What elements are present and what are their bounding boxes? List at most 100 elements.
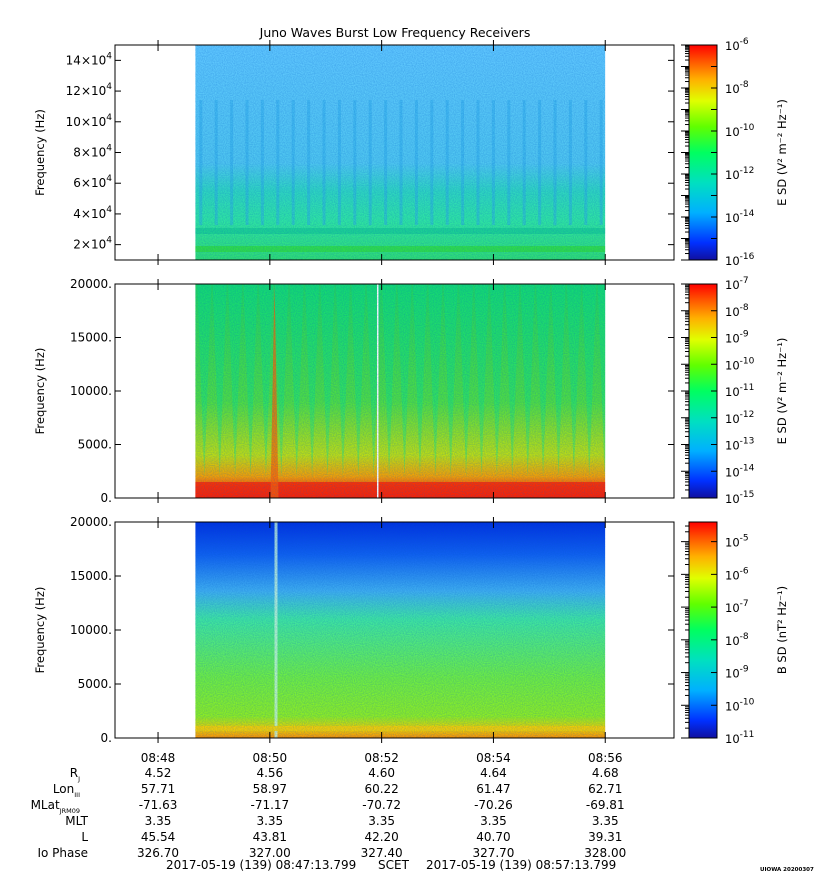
ephemeris-value: 61.47 (476, 782, 510, 796)
ephemeris-row-label: MLatJRM09 (31, 798, 80, 815)
ephemeris-value: 39.31 (588, 830, 622, 844)
panel-2-ytick-label: 5000. (78, 438, 112, 452)
ephemeris-value: -69.81 (586, 798, 625, 812)
ephemeris-value: 58.97 (253, 782, 287, 796)
panel-2: 0. 5000. 10000. 15000. 20000. Frequency (Hz) 1… (33, 276, 789, 506)
panel-1-colorbar-tick: 10-14 (725, 209, 755, 225)
ephemeris-row-label: Io Phase (37, 846, 88, 860)
panel-1-ytick-label: 6×104 (73, 174, 112, 190)
panel-2-colorbar-tick: 10-7 (725, 276, 749, 292)
ephemeris-value: 60.22 (364, 782, 398, 796)
panel-3-ytick-label: 10000. (70, 623, 112, 637)
panel-2-ylabel: Frequency (Hz) (33, 348, 47, 435)
ephemeris-value: 57.71 (141, 782, 175, 796)
x-tick-label: 08:48 (141, 751, 176, 765)
ephemeris-value: 326.70 (137, 846, 179, 860)
panel-3-colorbar-tick: 10-11 (725, 730, 754, 746)
ephemeris-value: 3.35 (480, 814, 507, 828)
panel-2-ytick-label: 10000. (70, 384, 112, 398)
panel-2-ytick-label: 15000. (70, 331, 112, 345)
ephemeris-value: 327.40 (361, 846, 403, 860)
panel-1-ylabel: Frequency (Hz) (33, 109, 47, 196)
ephemeris-value: 4.64 (480, 766, 507, 780)
panel-1-colorbar-tick: 10-10 (725, 123, 755, 139)
panel-1-colorbar-tick: 10-16 (725, 252, 755, 268)
panel-2-colorbar-tick: 10-12 (725, 410, 754, 426)
ephemeris-value: 327.70 (472, 846, 514, 860)
panel-2-colorbar-tick: 10-10 (725, 356, 755, 372)
panel-3-colorbar-tick: 10-8 (725, 632, 749, 648)
panel-3-colorbar: 10-5 10-6 10-7 10-8 10-9 10-10 10-11 B SD (nT² … (681, 521, 789, 746)
panel-1-ytick-label: 14×104 (66, 51, 113, 67)
panel-3-ytick-label: 20000. (70, 515, 112, 529)
panel-3-ytick-label: 15000. (70, 569, 112, 583)
panel-2-colorbar-tick: 10-8 (725, 303, 749, 319)
ephemeris-value: 4.52 (145, 766, 172, 780)
panel-2-colorbar-tick: 10-9 (725, 330, 749, 346)
processing-stamp: UIOWA 20200307 (760, 867, 814, 873)
x-tick-label: 08:56 (588, 751, 623, 765)
footer-end-time: 2017-05-19 (139) 08:57:13.799 (426, 858, 617, 872)
x-tick-label: 08:54 (476, 751, 511, 765)
panel-1-ytick-label: 8×104 (73, 144, 112, 160)
ephemeris-value: 62.71 (588, 782, 622, 796)
panel-3-ytick-label: 0. (101, 731, 112, 745)
panel-1-ytick-label: 2×104 (73, 236, 112, 252)
ephemeris-value: 45.54 (141, 830, 175, 844)
panel-3: 0. 5000. 10000. 15000. 20000. Frequency (Hz) 1… (33, 515, 789, 746)
panel-1-colorbar-tick: 10-8 (725, 80, 749, 96)
ephemeris-value: 328.00 (584, 846, 626, 860)
ephemeris-value: 3.35 (145, 814, 172, 828)
ephemeris-value: 40.70 (476, 830, 510, 844)
ephemeris-value: 43.81 (253, 830, 287, 844)
panel-2-colorbar-label: E SD (V² m⁻² Hz⁻¹) (775, 338, 789, 445)
panel-1-ytick-label: 10×104 (66, 113, 113, 129)
panel-2-ytick-label: 0. (101, 491, 112, 505)
panel-1-ytick-label: 4×104 (73, 205, 112, 221)
panel-1-spectrogram (195, 45, 606, 260)
panel-2-colorbar-tick: 10-15 (725, 490, 754, 506)
panel-3-ytick-label: 5000. (78, 677, 112, 691)
ephemeris-row-label: LonIII (53, 782, 80, 799)
ephemeris-value: 3.35 (592, 814, 619, 828)
panel-1-colorbar-label: E SD (V² m⁻² Hz⁻¹) (775, 99, 789, 206)
ephemeris-value: 42.20 (364, 830, 398, 844)
panel-2-spectrogram (195, 284, 606, 498)
ephemeris-value: -70.26 (474, 798, 513, 812)
ephemeris-value: 4.56 (256, 766, 283, 780)
ephemeris-value: -70.72 (362, 798, 401, 812)
ephemeris-value: 327.00 (249, 846, 291, 860)
panel-3-colorbar-tick: 10-9 (725, 665, 749, 681)
panel-3-colorbar-tick: 10-10 (725, 697, 755, 713)
panel-2-colorbar-tick: 10-11 (725, 383, 754, 399)
ephemeris-value: -71.63 (139, 798, 178, 812)
x-tick-label: 08:52 (364, 751, 399, 765)
x-tick-label: 08:50 (253, 751, 288, 765)
chart-title: Juno Waves Burst Low Frequency Receivers (259, 25, 531, 40)
panel-1-ytick-label: 12×104 (66, 82, 113, 98)
panel-2-ytick-label: 20000. (70, 277, 112, 291)
panel-1-colorbar: 10-6 10-8 10-10 10-12 10-14 10-16 E SD (V² m⁻²… (681, 37, 789, 268)
ephemeris-value: 4.68 (592, 766, 619, 780)
footer-start-time: 2017-05-19 (139) 08:47:13.799 (166, 858, 357, 872)
panel-3-colorbar-tick: 10-6 (725, 566, 749, 582)
panel-2-colorbar-tick: 10-13 (725, 437, 754, 453)
panel-3-ylabel: Frequency (Hz) (33, 587, 47, 674)
ephemeris-row-label: MLT (65, 814, 88, 828)
ephemeris-row-label: RJ (70, 766, 80, 783)
panel-3-colorbar-tick: 10-5 (725, 534, 749, 550)
ephemeris-value: -71.17 (250, 798, 289, 812)
footer-scet-label: SCET (378, 858, 409, 872)
ephemeris-row-label: L (81, 830, 88, 844)
panel-1: 2×104 4×104 6×104 8×104 10×104 12×104 14×104 Fr… (33, 37, 789, 268)
panel-2-colorbar-tick: 10-14 (725, 463, 755, 479)
panel-1-colorbar-tick: 10-12 (725, 166, 754, 182)
panel-3-colorbar-label: B SD (nT² Hz⁻¹) (775, 586, 789, 674)
ephemeris-value: 4.60 (368, 766, 395, 780)
panel-3-spectrogram (195, 522, 606, 738)
ephemeris-value: 3.35 (368, 814, 395, 828)
ephemeris-value: 3.35 (256, 814, 283, 828)
panel-2-colorbar: 10-7 10-8 10-9 10-10 10-11 10-12 10-13 10-14 10-… (681, 276, 789, 506)
